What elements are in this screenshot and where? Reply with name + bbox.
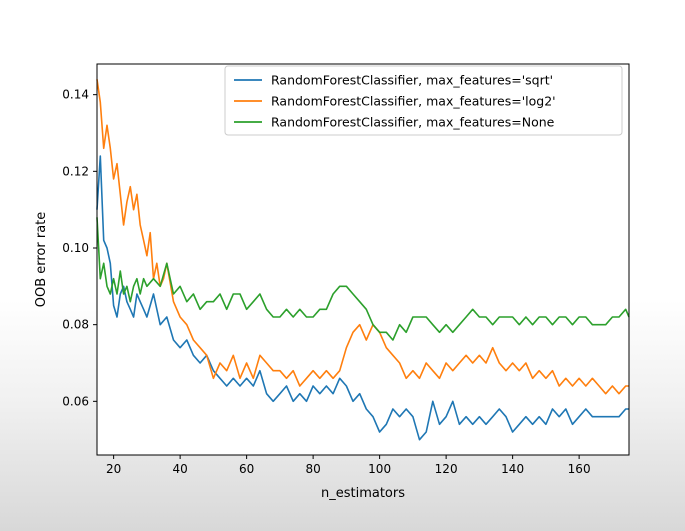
x-tick-label: 140 — [501, 462, 524, 476]
legend-label: RandomForestClassifier, max_features=Non… — [271, 115, 555, 130]
y-axis-ticks: 0.06 0.08 0.10 0.12 0.14 — [62, 88, 97, 408]
x-axis-label: n_estimators — [321, 486, 405, 501]
y-tick-label: 0.14 — [62, 88, 89, 102]
legend-label: RandomForestClassifier, max_features='lo… — [271, 94, 556, 109]
x-tick-label: 40 — [172, 462, 187, 476]
series-line-3 — [96, 217, 630, 341]
x-tick-label: 120 — [435, 462, 458, 476]
x-tick-label: 60 — [239, 462, 254, 476]
series-layer — [96, 79, 630, 441]
series-line-2 — [96, 79, 629, 395]
y-tick-label: 0.10 — [62, 241, 89, 255]
legend-label: RandomForestClassifier, max_features='sq… — [271, 73, 553, 88]
x-tick-label: 160 — [568, 462, 591, 476]
x-tick-label: 80 — [305, 462, 320, 476]
x-tick-label: 100 — [368, 462, 391, 476]
legend: RandomForestClassifier, max_features='sq… — [224, 65, 623, 136]
y-axis-label: OOB error rate — [34, 212, 49, 308]
legend-box — [224, 65, 623, 136]
plot-frame — [96, 63, 630, 456]
x-tick-label: 20 — [106, 462, 121, 476]
series-line-1 — [96, 155, 629, 441]
y-tick-label: 0.06 — [62, 394, 89, 408]
x-axis-ticks: 20 40 60 80 100 120 140 160 — [106, 455, 591, 476]
y-tick-label: 0.12 — [62, 164, 89, 178]
y-tick-label: 0.08 — [62, 318, 89, 332]
